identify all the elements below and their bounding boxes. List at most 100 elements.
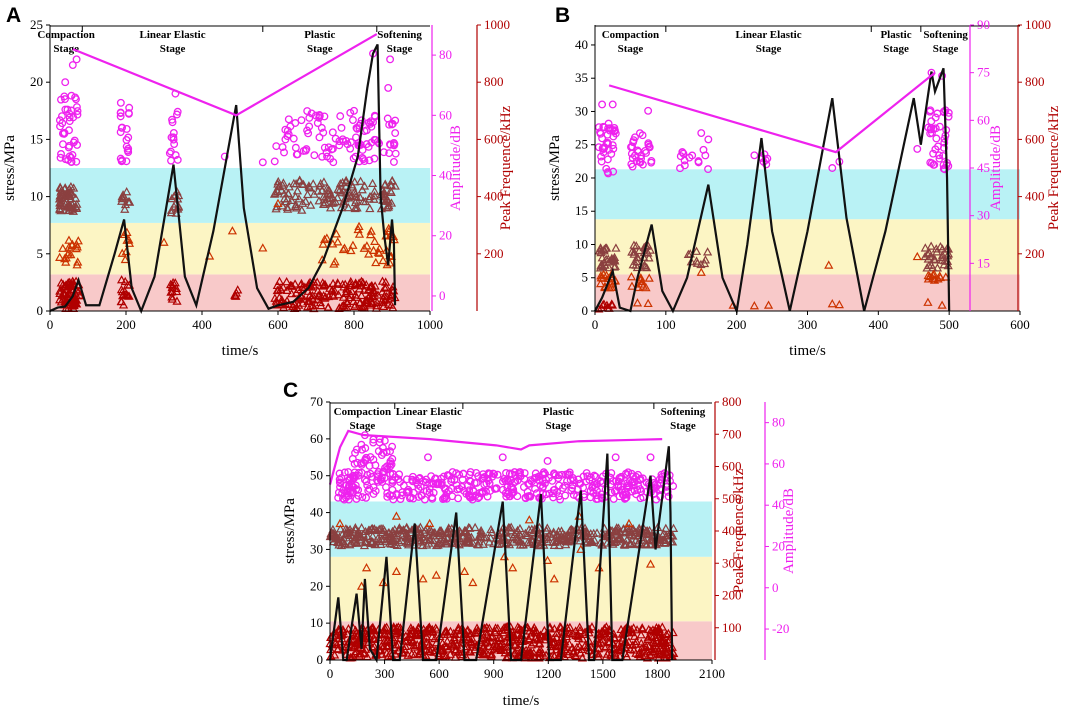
- peak-frequency-axis-title: Peak Frequence/kHz: [1046, 105, 1062, 230]
- stage-label-line1: Softening: [661, 406, 706, 418]
- y-tick-label: 40: [575, 37, 588, 52]
- amplitude-point: [386, 469, 395, 478]
- peak-frequency-point: [355, 297, 365, 306]
- peak-frequency-point: [71, 243, 81, 253]
- peak-frequency-point: [551, 641, 561, 651]
- peak-frequency-point: [323, 291, 334, 301]
- peak-frequency-point: [369, 186, 380, 195]
- peak-frequency-point: [61, 285, 71, 294]
- peak-frequency-point: [350, 523, 360, 532]
- y-tick-label: 25: [30, 17, 43, 32]
- x-tick-label: 200: [727, 317, 747, 332]
- amplitude-point: [664, 492, 673, 501]
- peak-frequency-point: [367, 287, 377, 297]
- amplitude-point: [335, 141, 344, 150]
- peak-frequency-point: [486, 524, 496, 534]
- peak-frequency-point: [308, 295, 318, 304]
- peak-frequency-point: [369, 285, 379, 295]
- y-tick-label: 10: [575, 236, 588, 251]
- peak-frequency-point: [319, 234, 330, 244]
- amplitude-point: [493, 470, 502, 479]
- amplitude-point: [361, 456, 370, 465]
- peak-frequency-point: [352, 203, 362, 212]
- peak-frequency-point: [371, 257, 381, 267]
- peak-frequency-point: [585, 537, 596, 546]
- peak-frequency-point: [405, 629, 415, 639]
- amplitude-point: [506, 483, 515, 492]
- amplitude-point: [679, 149, 688, 158]
- peak-frequency-point: [409, 640, 419, 650]
- amplitude-point: [492, 484, 501, 493]
- peak-frequency-point: [377, 287, 387, 296]
- peak-frequency-point: [627, 281, 637, 290]
- amplitude-tick-label: 0: [772, 580, 779, 595]
- amplitude-point: [676, 164, 685, 173]
- peak-frequency-point: [401, 531, 411, 541]
- amplitude-point: [388, 442, 397, 451]
- peak-frequency-point: [342, 629, 352, 638]
- peak-frequency-point: [272, 280, 282, 290]
- peak-frequency-point: [357, 522, 367, 532]
- amplitude-point: [523, 487, 532, 496]
- y-tick-label: 30: [310, 541, 323, 556]
- amplitude-point: [170, 140, 179, 149]
- amplitude-point: [371, 461, 380, 470]
- amplitude-point: [656, 492, 665, 501]
- amplitude-point: [646, 453, 655, 462]
- peak-frequency-point: [601, 641, 611, 651]
- peak-frequency-point: [61, 280, 71, 289]
- peak-frequency-point: [352, 538, 362, 547]
- peak-frequency-point: [365, 282, 375, 291]
- amplitude-point: [448, 468, 457, 477]
- peak-frequency-point: [463, 625, 473, 634]
- peak-frequency-point: [509, 529, 520, 539]
- peak-frequency-point: [570, 650, 580, 660]
- peak-frequency-point: [827, 299, 837, 308]
- amplitude-tick-label: -20: [772, 621, 789, 636]
- amplitude-point: [457, 482, 466, 491]
- peak-frequency-point: [401, 523, 411, 532]
- x-tick-label: 1500: [590, 666, 616, 681]
- amplitude-point: [926, 129, 935, 138]
- peak-frequency-point: [319, 290, 329, 300]
- amplitude-point: [526, 476, 535, 485]
- peak-frequency-tick-label: 1000: [1025, 17, 1051, 32]
- peak-frequency-point: [515, 540, 526, 549]
- peak-frequency-point: [610, 261, 620, 270]
- stage-label-line2: Stage: [350, 420, 376, 432]
- peak-frequency-point: [282, 276, 292, 286]
- peak-frequency-point: [362, 241, 372, 250]
- peak-frequency-point: [595, 278, 606, 288]
- stage-label-line1: Linear Elastic: [139, 29, 205, 41]
- amplitude-point: [596, 128, 604, 137]
- peak-frequency-point: [923, 297, 933, 306]
- peak-frequency-tick-label: 200: [722, 588, 742, 603]
- amplitude-point: [362, 477, 371, 486]
- peak-frequency-point: [657, 636, 667, 646]
- peak-frequency-point: [296, 280, 306, 289]
- amplitude-point: [592, 495, 601, 503]
- y-tick-label: 40: [310, 505, 323, 520]
- amplitude-trend-line: [72, 33, 378, 117]
- peak-frequency-point: [166, 205, 177, 214]
- amplitude-tick-label: 20: [439, 228, 452, 243]
- peak-frequency-point: [345, 652, 356, 662]
- amplitude-point: [568, 484, 577, 493]
- y-tick-label: 60: [310, 431, 323, 446]
- amplitude-point: [365, 156, 374, 165]
- amplitude-point: [465, 491, 474, 500]
- y-axis-title: stress/MPa: [2, 135, 18, 201]
- peak-frequency-point: [634, 245, 644, 255]
- amplitude-point: [623, 470, 632, 479]
- amplitude-point: [391, 129, 400, 138]
- amplitude-point: [699, 145, 708, 154]
- amplitude-point: [318, 152, 327, 161]
- peak-frequency-point: [468, 538, 478, 547]
- amplitude-point: [310, 151, 319, 160]
- peak-frequency-point: [365, 300, 375, 309]
- peak-frequency-point: [367, 538, 377, 548]
- peak-frequency-point: [604, 262, 614, 272]
- peak-frequency-point: [489, 644, 499, 653]
- amplitude-point: [550, 470, 559, 478]
- amplitude-point: [515, 468, 524, 477]
